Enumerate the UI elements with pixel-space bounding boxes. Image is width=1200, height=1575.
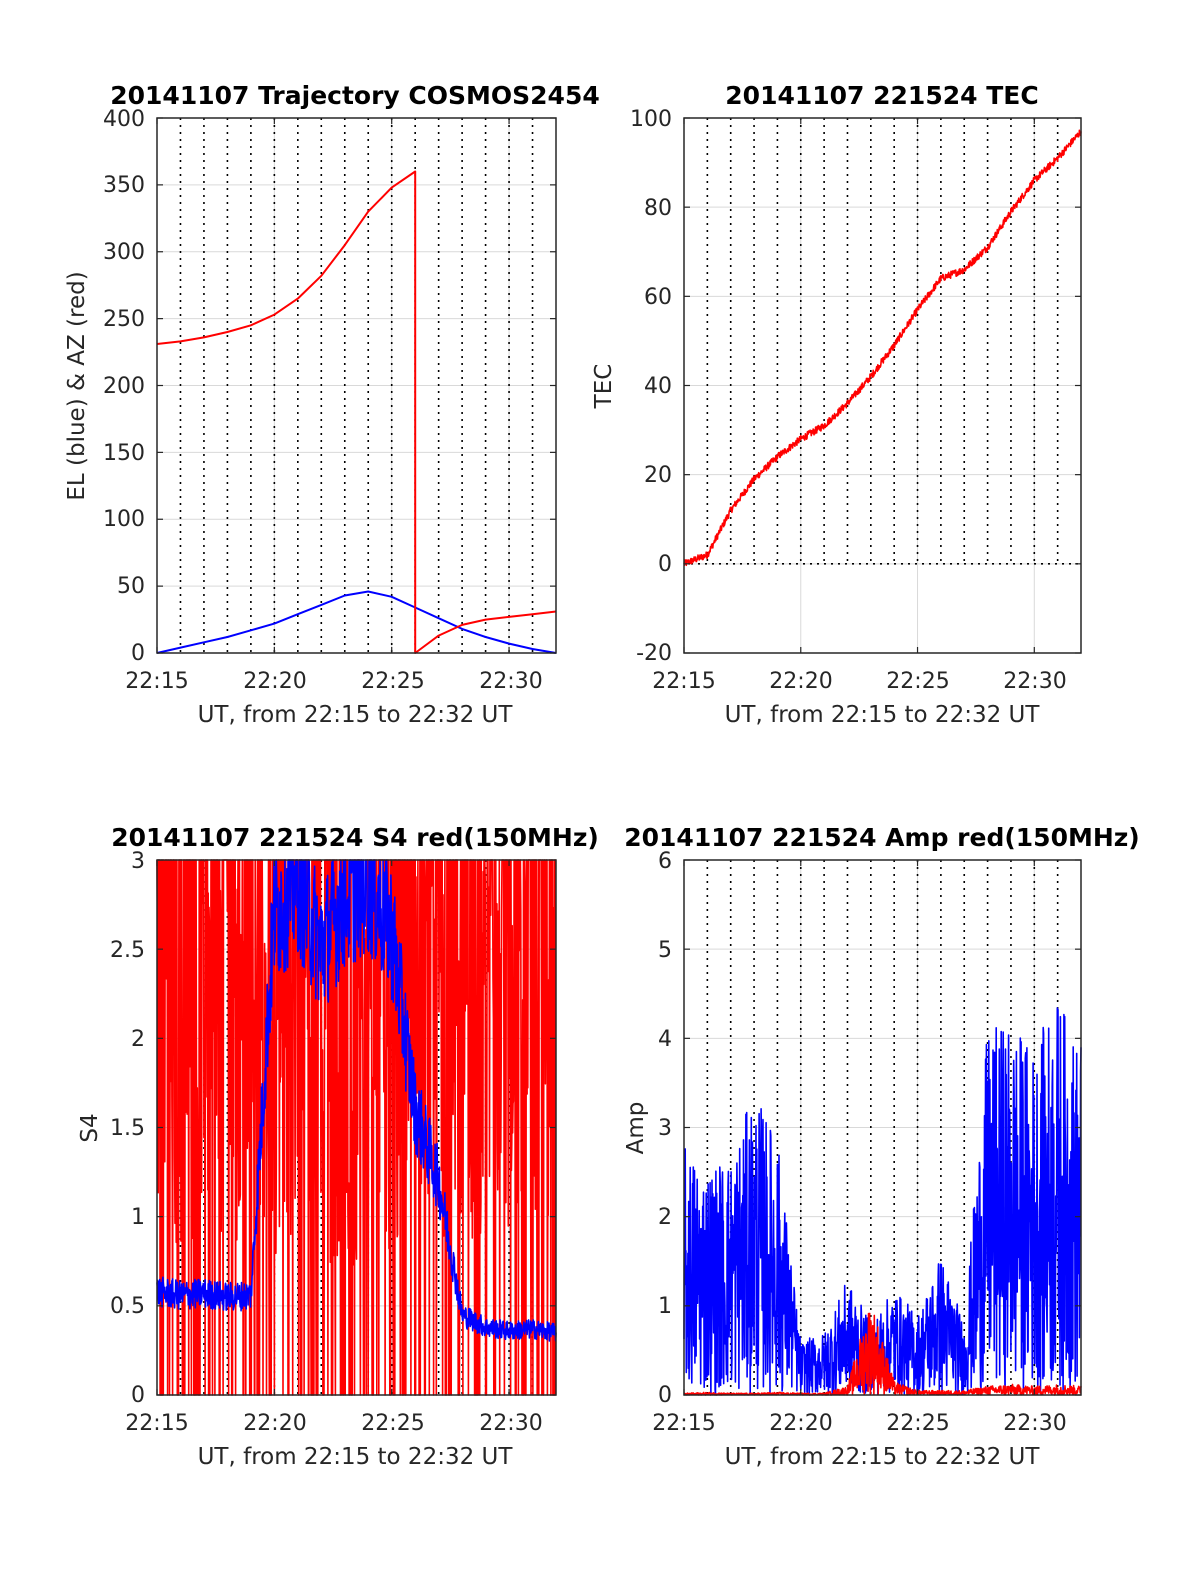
y-tick-label: 0 [131,1383,145,1408]
y-axis-label: EL (blue) & AZ (red) [64,271,90,500]
y-tick-label: 100 [103,507,145,532]
plot-area [683,859,1082,1396]
x-tick-label: 22:15 [125,669,188,694]
y-tick-label: 300 [103,240,145,265]
y-axis-label: TEC [591,364,617,410]
panel-tec: 20141107 221524 TEC 22:15 22:20 22:25 22… [591,81,1082,728]
x-tick-label: 22:15 [652,669,715,694]
y-tick-label: 3 [131,849,145,874]
x-axis-label: UT, from 22:15 to 22:32 UT [198,1444,514,1470]
chart-title: 20141107 221524 S4 red(150MHz) [111,823,599,852]
x-tick-label: 22:15 [125,1411,188,1436]
x-tick-label: 22:30 [1003,669,1066,694]
x-tick-labels: 22:15 22:20 22:25 22:30 [125,669,542,694]
x-tick-label: 22:15 [652,1411,715,1436]
plot-area [156,859,557,1396]
y-tick-label: 6 [658,849,672,874]
plot-area [683,117,1082,654]
x-axis-label: UT, from 22:15 to 22:32 UT [198,702,514,728]
y-tick-label: 0 [658,552,672,577]
y-tick-label: 2 [131,1027,145,1052]
y-tick-label: 40 [644,374,672,399]
y-tick-label: 400 [103,107,145,132]
y-tick-labels: 0 1 2 3 4 5 6 [658,849,672,1408]
x-tick-label: 22:30 [1003,1411,1066,1436]
x-tick-label: 22:20 [769,669,832,694]
x-tick-label: 22:25 [361,1411,424,1436]
y-tick-label: 1.5 [110,1116,145,1141]
panel-trajectory: 20141107 Trajectory COSMOS2454 22:15 22:… [64,81,600,728]
panel-s4: 20141107 221524 S4 red(150MHz) 22:15 22:… [77,823,599,1470]
y-tick-label: 3 [658,1116,672,1141]
x-tick-label: 22:25 [886,1411,949,1436]
y-axis-label: S4 [77,1113,103,1142]
y-tick-label: 2.5 [110,938,145,963]
x-axis-label: UT, from 22:15 to 22:32 UT [725,702,1041,728]
x-tick-label: 22:25 [886,669,949,694]
chart-title: 20141107 221524 TEC [725,81,1038,110]
y-tick-label: 0 [658,1383,672,1408]
x-tick-label: 22:20 [243,669,306,694]
y-tick-label: 100 [630,107,672,132]
y-tick-label: 2 [658,1205,672,1230]
y-tick-label: 80 [644,196,672,221]
series-line [156,590,557,654]
panel-amp: 20141107 221524 Amp red(150MHz) 22:15 22… [623,823,1140,1470]
x-tick-labels: 22:15 22:20 22:25 22:30 [125,1411,542,1436]
y-tick-labels: 0 0.5 1 1.5 2 2.5 3 [110,849,145,1408]
y-tick-label: 1 [658,1294,672,1319]
x-tick-labels: 22:15 22:20 22:25 22:30 [652,1411,1066,1436]
y-tick-label: 0 [131,641,145,666]
y-tick-labels: -20 0 20 40 60 80 100 [630,107,672,666]
y-tick-label: 20 [644,463,672,488]
x-tick-label: 22:20 [769,1411,832,1436]
series-line [683,129,1082,567]
x-tick-labels: 22:15 22:20 22:25 22:30 [652,669,1066,694]
x-axis-label: UT, from 22:15 to 22:32 UT [725,1444,1041,1470]
chart-title: 20141107 Trajectory COSMOS2454 [110,81,600,110]
y-tick-label: 5 [658,938,672,963]
y-tick-label: 350 [103,173,145,198]
y-tick-label: 60 [644,285,672,310]
y-tick-label: 50 [117,574,145,599]
y-tick-label: 1 [131,1205,145,1230]
x-tick-label: 22:25 [361,669,424,694]
y-tick-labels: 0 50 100 150 200 250 300 350 400 [103,107,145,666]
y-tick-label: 250 [103,307,145,332]
y-axis-label: Amp [623,1102,649,1155]
y-tick-label: 0.5 [110,1294,145,1319]
plot-area [156,117,557,654]
y-tick-label: 200 [103,374,145,399]
y-tick-label: 150 [103,441,145,466]
x-tick-label: 22:30 [479,669,542,694]
y-tick-label: -20 [636,641,672,666]
chart-title: 20141107 221524 Amp red(150MHz) [624,823,1140,852]
y-tick-label: 4 [658,1027,672,1052]
x-tick-label: 22:20 [243,1411,306,1436]
series-line [156,859,557,1342]
x-tick-label: 22:30 [479,1411,542,1436]
